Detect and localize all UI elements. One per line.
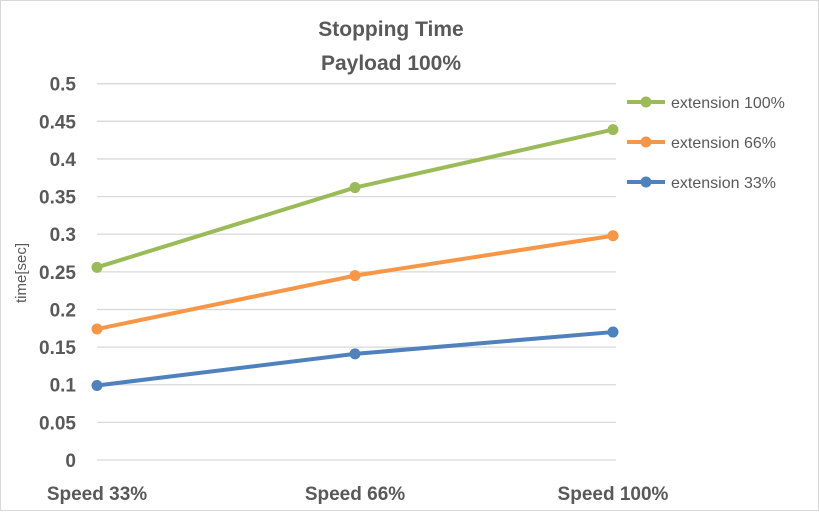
series-line (96, 233, 614, 332)
data-point (91, 379, 103, 391)
chart-title-line-1: Stopping Time (318, 18, 463, 41)
y-tick-label: 0.25 (39, 263, 76, 284)
legend-marker (640, 176, 652, 188)
legend-marker (640, 136, 652, 148)
x-tick-label: Speed 33% (47, 484, 147, 505)
data-point (349, 348, 361, 360)
y-tick-label: 0.35 (39, 188, 76, 209)
data-point (607, 230, 619, 242)
chart-title-line-2: Payload 100% (321, 52, 461, 75)
legend-label: extension 33% (671, 175, 776, 192)
data-point (91, 323, 103, 335)
legend-label: extension 100% (671, 95, 785, 112)
data-point (91, 261, 103, 273)
y-tick-label: 0.05 (39, 413, 76, 434)
y-tick-label: 0.1 (50, 376, 77, 397)
y-tick-label: 0 (65, 451, 76, 472)
x-tick-label: Speed 66% (305, 484, 405, 505)
data-point (607, 124, 619, 136)
y-tick-label: 0.15 (39, 338, 76, 359)
data-point (349, 270, 361, 282)
x-tick-label: Speed 100% (558, 484, 669, 505)
data-point (349, 182, 361, 194)
y-axis-label: time[sec] (13, 243, 30, 303)
y-tick-label: 0.2 (50, 300, 76, 321)
data-point (607, 326, 619, 338)
y-tick-label: 0.45 (39, 112, 76, 133)
legend-marker (640, 96, 652, 108)
legend-label: extension 66% (671, 135, 776, 152)
y-tick-label: 0.3 (50, 225, 76, 246)
y-tick-label: 0.5 (50, 75, 77, 96)
y-tick-label: 0.4 (50, 150, 77, 171)
